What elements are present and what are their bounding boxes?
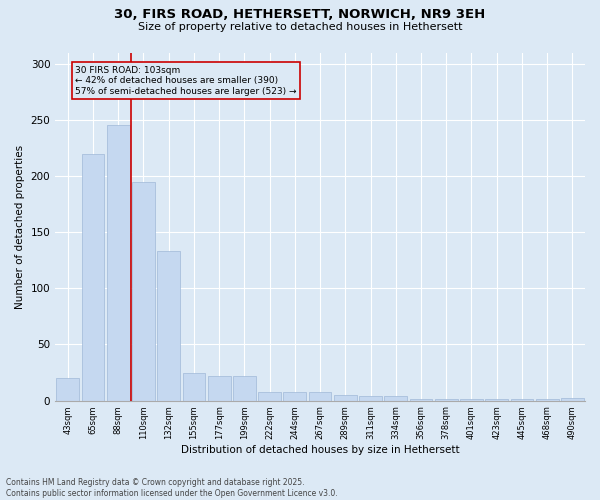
Text: Contains HM Land Registry data © Crown copyright and database right 2025.
Contai: Contains HM Land Registry data © Crown c… — [6, 478, 338, 498]
Bar — [107, 126, 130, 400]
Bar — [309, 392, 331, 400]
Bar — [208, 376, 230, 400]
Bar — [132, 182, 155, 400]
Bar — [233, 376, 256, 400]
Bar — [82, 154, 104, 400]
Bar — [182, 372, 205, 400]
Text: 30, FIRS ROAD, HETHERSETT, NORWICH, NR9 3EH: 30, FIRS ROAD, HETHERSETT, NORWICH, NR9 … — [115, 8, 485, 20]
Bar — [334, 395, 356, 400]
Text: 30 FIRS ROAD: 103sqm
← 42% of detached houses are smaller (390)
57% of semi-deta: 30 FIRS ROAD: 103sqm ← 42% of detached h… — [76, 66, 297, 96]
Bar — [359, 396, 382, 400]
Bar — [283, 392, 306, 400]
X-axis label: Distribution of detached houses by size in Hethersett: Distribution of detached houses by size … — [181, 445, 460, 455]
Bar — [385, 396, 407, 400]
Bar — [56, 378, 79, 400]
Y-axis label: Number of detached properties: Number of detached properties — [15, 144, 25, 308]
Bar — [157, 251, 180, 400]
Text: Size of property relative to detached houses in Hethersett: Size of property relative to detached ho… — [138, 22, 462, 32]
Bar — [258, 392, 281, 400]
Bar — [561, 398, 584, 400]
